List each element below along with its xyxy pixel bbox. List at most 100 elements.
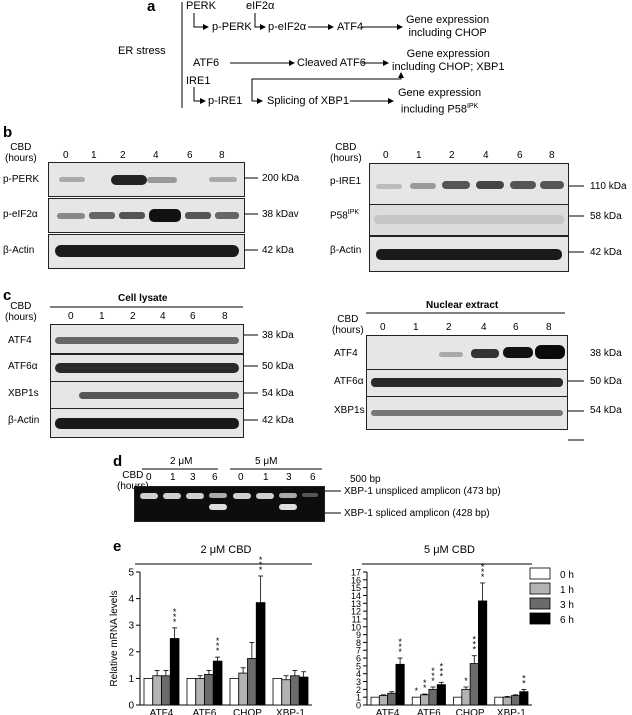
western-blot-b-actin-lysate — [50, 408, 244, 438]
kda-label: 38 kDa — [590, 348, 622, 359]
atf4-node: ATF4 — [337, 21, 364, 33]
panel-d-label: d — [113, 453, 123, 470]
time-label: 1 — [413, 322, 419, 333]
bar — [387, 692, 397, 706]
legend-label: 1 h — [560, 585, 574, 596]
category-label: ATF6 — [193, 708, 217, 715]
blot-row-label: p-IRE1 — [330, 176, 362, 187]
blot-row-label: P58IPK — [330, 209, 360, 222]
agarose-gel-xbp1 — [134, 486, 325, 522]
legend-label: 0 h — [560, 570, 574, 581]
y-tick-label: 16 — [351, 575, 361, 585]
kda-label: 110 kDa — [590, 181, 627, 192]
panel-e-label: e — [113, 538, 122, 555]
time-label: 1 — [416, 150, 422, 161]
bar — [420, 694, 430, 706]
bar — [152, 675, 162, 706]
western-blot-xbp1s-lysate — [50, 381, 244, 409]
kda-label: 42 kDa — [262, 245, 294, 256]
time-label: 8 — [546, 322, 552, 333]
legend-swatch — [529, 567, 551, 580]
chart-title: 5 μM CBD — [424, 544, 475, 556]
time-label: 2 — [120, 150, 126, 161]
western-blot-b-actin-right — [369, 236, 569, 272]
western-blot-p-ire1 — [369, 163, 569, 205]
y-tick-label: 4 — [356, 669, 361, 679]
blot-row-label: ATF6α — [8, 361, 38, 372]
y-tick-label: 3 — [356, 677, 361, 687]
y-tick-label: 5 — [356, 661, 361, 671]
splicing-xbp1-node: Splicing of XBP1 — [267, 95, 349, 107]
panel-d-cbd: CBD (hours) — [117, 470, 149, 492]
time-label: 8 — [219, 150, 225, 161]
time-label: 6 — [190, 311, 196, 322]
bar — [238, 672, 248, 706]
bp-marker-label: 500 bp — [350, 474, 381, 485]
significance-mark: * — [522, 678, 526, 688]
kda-label: 38 kDav — [262, 209, 299, 220]
western-blot-b-actin-left — [48, 234, 245, 269]
perk-node: PERK — [186, 0, 216, 12]
y-tick-label: 5 — [128, 568, 134, 579]
gel-lane-label: 0 — [238, 472, 244, 483]
legend-label: 3 h — [560, 600, 574, 611]
significance-mark: * — [431, 671, 435, 681]
bar — [395, 663, 405, 706]
significance-mark: * — [423, 678, 427, 688]
panel-b-right-cbd: CBD (hours) — [330, 142, 362, 164]
blot-row-label: p-eIF2α — [3, 209, 38, 220]
bar — [469, 663, 479, 706]
kda-label: 200 kDa — [262, 173, 300, 184]
blot-row-label: β-Actin — [330, 245, 362, 256]
kda-label: 50 kDa — [590, 376, 622, 387]
time-label: 4 — [153, 150, 159, 161]
time-label: 6 — [187, 150, 193, 161]
significance-mark: * — [431, 666, 435, 676]
blot-row-label: β-Actin — [3, 245, 35, 256]
legend-swatch — [529, 612, 551, 625]
bar — [272, 678, 283, 706]
bar — [453, 696, 463, 706]
category-label: XBP-1 — [276, 708, 305, 715]
bar — [494, 696, 504, 706]
category-label: ATF4 — [150, 708, 174, 715]
time-label: 6 — [513, 322, 519, 333]
western-blot-p-perk — [48, 162, 245, 197]
bar — [298, 676, 309, 706]
time-label: 8 — [222, 311, 228, 322]
bar — [461, 688, 471, 706]
bar — [370, 696, 380, 706]
blot-row-label: XBP1s — [8, 388, 39, 399]
gel-lane-label: 3 — [190, 472, 196, 483]
western-blot-p58ipk — [369, 204, 569, 236]
y-tick-label: 17 — [351, 568, 361, 578]
significance-mark: * — [398, 642, 402, 652]
bar — [204, 674, 214, 706]
bar — [161, 675, 171, 706]
y-tick-label: 2 — [128, 647, 134, 658]
bar — [212, 660, 223, 706]
significance-mark: * — [423, 683, 427, 693]
time-label: 4 — [483, 150, 489, 161]
category-label: ATF4 — [376, 708, 400, 715]
legend-label: 6 h — [560, 615, 574, 626]
gel-lane-label: 1 — [263, 472, 269, 483]
time-label: 0 — [383, 150, 389, 161]
significance-mark: * — [473, 640, 477, 650]
bar — [411, 696, 421, 706]
gel-lane-label: 1 — [170, 472, 176, 483]
significance-mark: * — [440, 666, 444, 676]
gene-expression-p58: Gene expression including P58IPK — [398, 87, 482, 116]
significance-mark: * — [173, 612, 177, 622]
y-tick-label: 7 — [356, 646, 361, 656]
significance-mark: * — [473, 645, 477, 655]
y-tick-label: 14 — [351, 591, 361, 601]
significance-mark: * — [259, 555, 263, 565]
time-label: 4 — [481, 322, 487, 333]
y-tick-label: 0 — [128, 701, 134, 712]
gel-lane-label: 3 — [286, 472, 292, 483]
panel-b-left-cbd: CBD (hours) — [5, 142, 37, 164]
category-label: CHOP — [456, 708, 485, 715]
significance-mark: * — [481, 562, 485, 572]
category-label: XBP-1 — [497, 708, 526, 715]
